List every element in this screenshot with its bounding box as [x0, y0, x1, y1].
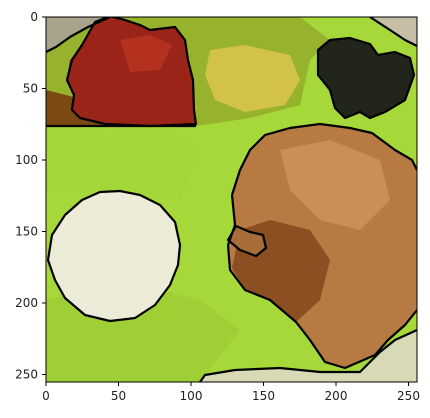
- border-small-island: [226, 224, 268, 258]
- border-bottom: [199, 328, 417, 382]
- y-tick-label: 150: [15, 225, 38, 239]
- border-dark-region: [316, 36, 416, 120]
- y-tick-label: 50: [23, 82, 38, 96]
- green-patch-left: [46, 120, 200, 200]
- y-tick-label: 250: [15, 368, 38, 382]
- yellow-region: [205, 45, 300, 112]
- x-tick-label: 150: [252, 389, 275, 403]
- x-tick-label: 100: [180, 389, 203, 403]
- cream-region: [48, 191, 180, 321]
- red-region-light: [120, 35, 172, 72]
- border-red: [65, 17, 198, 128]
- border-top-right: [369, 17, 417, 47]
- brown-region-light: [280, 140, 390, 230]
- axes-frame: [45, 16, 418, 383]
- y-tick-label: 200: [15, 296, 38, 310]
- border-cream: [46, 189, 182, 323]
- image-area: [46, 17, 417, 382]
- dark-region: [318, 38, 414, 118]
- y-tick-label: 0: [30, 10, 38, 24]
- x-tick-label: 250: [397, 389, 420, 403]
- x-tick-label: 50: [111, 389, 126, 403]
- x-axis: 0 50 100 150 200 250: [42, 382, 420, 403]
- y-axis: 0 50 100 150 200 250: [15, 10, 46, 382]
- x-tick-label: 0: [42, 389, 50, 403]
- y-tick-label: 100: [15, 153, 38, 167]
- x-tick-label: 200: [325, 389, 348, 403]
- border-brown: [226, 122, 417, 370]
- gray-corner-region: [46, 17, 110, 52]
- border-top-left: [46, 17, 111, 53]
- segment-borders: [46, 17, 417, 382]
